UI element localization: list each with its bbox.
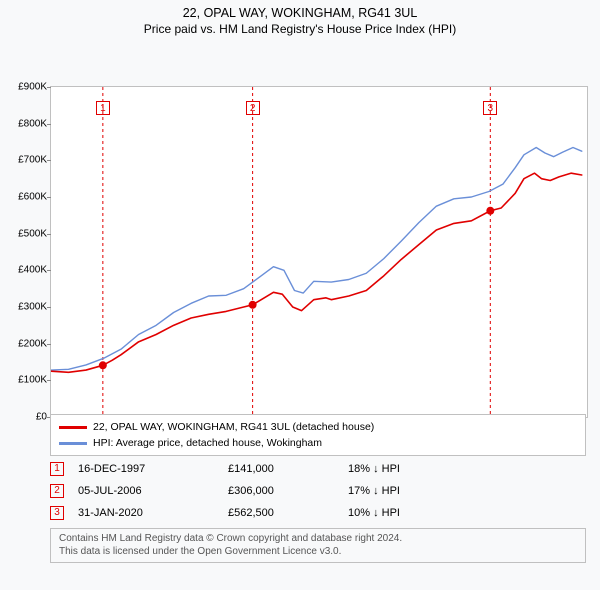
sale-marker-box: 2 (50, 484, 64, 498)
y-tick-label: £800K (18, 118, 47, 129)
sale-marker-box: 1 (50, 462, 64, 476)
plot-svg (51, 87, 587, 417)
sale-price: £141,000 (228, 458, 348, 480)
sales-row: 2 05-JUL-2006£306,00017% ↓ HPI (50, 480, 586, 502)
sale-price: £562,500 (228, 502, 348, 524)
sale-marker-3: 3 (483, 101, 497, 115)
y-tick-label: £0 (36, 412, 47, 423)
y-tick-label: £300K (18, 302, 47, 313)
y-tick-label: £400K (18, 265, 47, 276)
legend-item: HPI: Average price, detached house, Woki… (59, 435, 577, 451)
legend-label: HPI: Average price, detached house, Woki… (93, 435, 322, 451)
plot-area: £0£100K£200K£300K£400K£500K£600K£700K£80… (50, 86, 588, 418)
sales-table: 1 16-DEC-1997£141,00018% ↓ HPI 2 05-JUL-200… (50, 458, 586, 524)
sale-price: £306,000 (228, 480, 348, 502)
sale-date: 16-DEC-1997 (78, 458, 228, 480)
sale-hpi-diff: 10% ↓ HPI (348, 502, 468, 524)
y-tick-label: £700K (18, 155, 47, 166)
chart-title: 22, OPAL WAY, WOKINGHAM, RG41 3UL (0, 0, 600, 20)
legend-item: 22, OPAL WAY, WOKINGHAM, RG41 3UL (detac… (59, 419, 577, 435)
sale-marker-1: 1 (96, 101, 110, 115)
sales-row: 3 31-JAN-2020£562,50010% ↓ HPI (50, 502, 586, 524)
legend-swatch (59, 442, 87, 445)
y-tick-label: £200K (18, 338, 47, 349)
sale-date: 05-JUL-2006 (78, 480, 228, 502)
chart-subtitle: Price paid vs. HM Land Registry's House … (0, 20, 600, 40)
sale-date: 31-JAN-2020 (78, 502, 228, 524)
sales-row: 1 16-DEC-1997£141,00018% ↓ HPI (50, 458, 586, 480)
sale-hpi-diff: 17% ↓ HPI (348, 480, 468, 502)
footer-line2: This data is licensed under the Open Gov… (59, 546, 577, 559)
chart-container: 22, OPAL WAY, WOKINGHAM, RG41 3UL Price … (0, 0, 600, 590)
y-tick-label: £900K (18, 82, 47, 93)
sale-hpi-diff: 18% ↓ HPI (348, 458, 468, 480)
y-tick-label: £500K (18, 228, 47, 239)
sale-marker-box: 3 (50, 506, 64, 520)
y-tick-label: £100K (18, 375, 47, 386)
footer-attribution: Contains HM Land Registry data © Crown c… (50, 528, 586, 563)
legend-label: 22, OPAL WAY, WOKINGHAM, RG41 3UL (detac… (93, 419, 374, 435)
y-tick-label: £600K (18, 192, 47, 203)
legend-swatch (59, 426, 87, 429)
sale-marker-2: 2 (246, 101, 260, 115)
legend: 22, OPAL WAY, WOKINGHAM, RG41 3UL (detac… (50, 414, 586, 456)
footer-line1: Contains HM Land Registry data © Crown c… (59, 533, 577, 546)
